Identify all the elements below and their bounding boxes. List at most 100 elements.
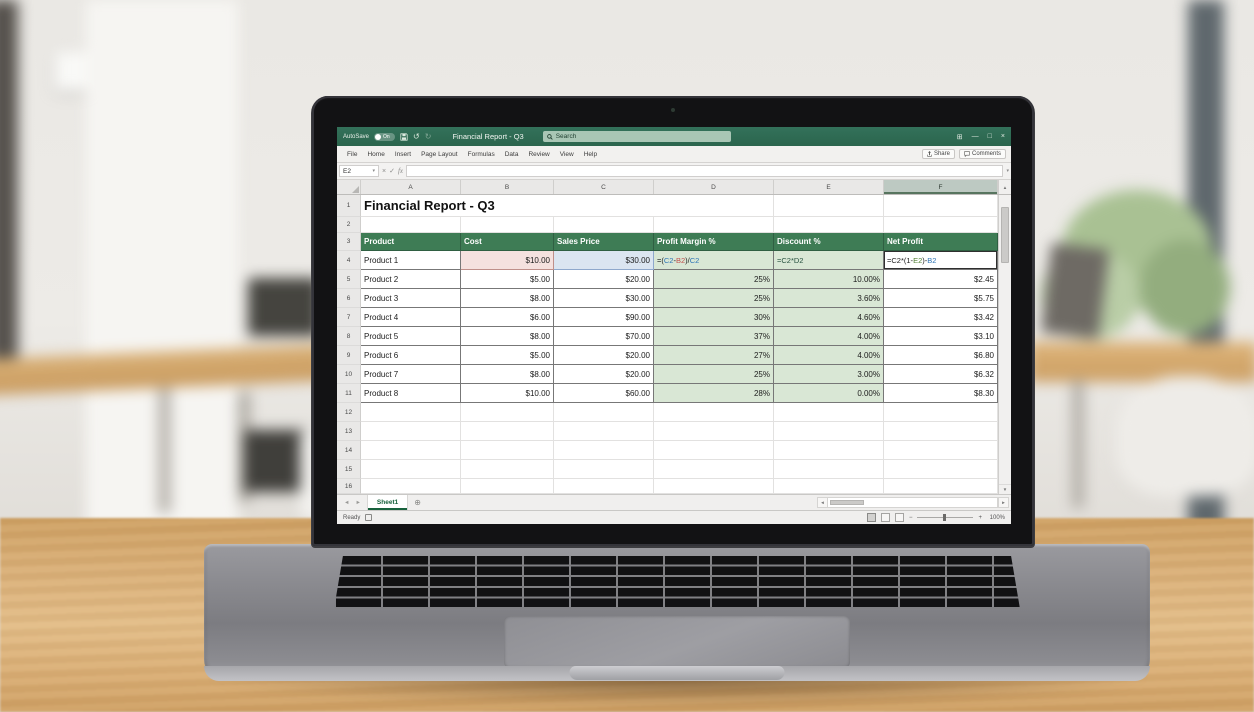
tab-help[interactable]: Help bbox=[583, 150, 598, 158]
row-header[interactable]: 12 bbox=[337, 403, 361, 422]
cell[interactable]: $20.00 bbox=[554, 346, 654, 365]
laptop-keyboard[interactable] bbox=[334, 556, 1020, 609]
row-header[interactable]: 15 bbox=[337, 460, 361, 479]
cell[interactable]: $20.00 bbox=[554, 270, 654, 289]
cell[interactable] bbox=[774, 195, 884, 217]
header-cell-product[interactable]: Product bbox=[361, 233, 461, 251]
cell[interactable]: $20.00 bbox=[554, 365, 654, 384]
cell[interactable] bbox=[654, 441, 774, 460]
horizontal-scrollbar[interactable]: ◄ ► bbox=[817, 497, 1009, 508]
row-header[interactable]: 3 bbox=[337, 233, 361, 251]
cell[interactable] bbox=[361, 460, 461, 479]
zoom-slider-knob[interactable] bbox=[943, 514, 947, 521]
column-header-d[interactable]: D bbox=[654, 180, 774, 194]
cell[interactable] bbox=[774, 441, 884, 460]
row-header[interactable]: 1 bbox=[337, 195, 361, 217]
cell[interactable]: $2.45 bbox=[884, 270, 998, 289]
cell[interactable]: $6.32 bbox=[884, 365, 998, 384]
cell[interactable]: 30% bbox=[654, 308, 774, 327]
view-page-layout-icon[interactable] bbox=[880, 513, 890, 522]
cell-net-formula-selected[interactable]: =C2*(1- E2)- B2 bbox=[884, 251, 998, 270]
cell[interactable]: $10.00 bbox=[461, 384, 554, 403]
cell[interactable] bbox=[774, 460, 884, 479]
cell[interactable] bbox=[884, 441, 998, 460]
cell[interactable]: Product 8 bbox=[361, 384, 461, 403]
cell[interactable]: 3.60% bbox=[774, 289, 884, 308]
scroll-left-icon[interactable]: ◄ bbox=[817, 497, 828, 508]
cell[interactable]: Product 4 bbox=[361, 308, 461, 327]
tab-insert[interactable]: Insert bbox=[394, 150, 412, 158]
cell[interactable] bbox=[361, 403, 461, 422]
cell[interactable]: Product 3 bbox=[361, 289, 461, 308]
save-icon[interactable] bbox=[400, 132, 408, 141]
cell[interactable] bbox=[774, 422, 884, 441]
add-sheet-icon[interactable]: ⊕ bbox=[414, 498, 421, 507]
cell[interactable]: 27% bbox=[654, 346, 774, 365]
cell[interactable]: Product 5 bbox=[361, 327, 461, 346]
minimize-button[interactable]: — bbox=[971, 133, 979, 140]
enter-check-icon[interactable]: ✓ bbox=[389, 168, 395, 175]
cell-price-highlighted[interactable]: $30.00 bbox=[554, 251, 654, 270]
cell[interactable]: 28% bbox=[654, 384, 774, 403]
name-box[interactable]: E2 ▾ bbox=[339, 165, 379, 177]
cell[interactable] bbox=[654, 479, 774, 494]
cell[interactable] bbox=[554, 422, 654, 441]
cell[interactable] bbox=[554, 441, 654, 460]
tab-file[interactable]: File bbox=[347, 150, 358, 158]
comments-button[interactable]: Comments bbox=[958, 149, 1006, 159]
sheet-next-icon[interactable]: ► bbox=[355, 499, 361, 506]
scrollbar-up-gap[interactable]: ▲ bbox=[998, 180, 1011, 194]
cell[interactable] bbox=[554, 460, 654, 479]
formula-input[interactable] bbox=[406, 165, 1004, 177]
cell[interactable] bbox=[654, 422, 774, 441]
sheet-prev-icon[interactable]: ◄ bbox=[344, 499, 350, 506]
cell[interactable]: $6.00 bbox=[461, 308, 554, 327]
row-header[interactable]: 14 bbox=[337, 441, 361, 460]
row-header[interactable]: 2 bbox=[337, 217, 361, 233]
zoom-level[interactable]: 100% bbox=[989, 514, 1005, 521]
accessibility-icon[interactable] bbox=[365, 514, 373, 521]
header-cell-profit-margin[interactable]: Profit Margin % bbox=[654, 233, 774, 251]
cell[interactable] bbox=[361, 422, 461, 441]
header-cell-cost[interactable]: Cost bbox=[461, 233, 554, 251]
cell-a1-title[interactable]: Financial Report - Q3 bbox=[361, 195, 654, 217]
cell-profit-formula[interactable]: =(C2- B2)/C2 bbox=[654, 251, 774, 270]
cell[interactable] bbox=[554, 403, 654, 422]
cell[interactable]: Product 6 bbox=[361, 346, 461, 365]
horizontal-scroll-track[interactable] bbox=[828, 497, 998, 508]
cell[interactable]: $3.10 bbox=[884, 327, 998, 346]
cell[interactable] bbox=[884, 195, 998, 217]
row-header[interactable]: 13 bbox=[337, 422, 361, 441]
cell[interactable]: Product 7 bbox=[361, 365, 461, 384]
search-input[interactable]: Search bbox=[542, 131, 731, 142]
cancel-icon[interactable]: × bbox=[382, 167, 387, 175]
cell[interactable]: $8.00 bbox=[461, 327, 554, 346]
cell[interactable]: $30.00 bbox=[554, 289, 654, 308]
row-header[interactable]: 16 bbox=[337, 479, 361, 494]
cell[interactable]: $90.00 bbox=[554, 308, 654, 327]
row-header[interactable]: 7 bbox=[337, 308, 361, 327]
tab-data[interactable]: Data bbox=[504, 150, 519, 158]
column-header-e[interactable]: E bbox=[774, 180, 884, 194]
cell[interactable] bbox=[361, 479, 461, 494]
cell[interactable] bbox=[774, 217, 884, 233]
zoom-slider[interactable] bbox=[917, 514, 974, 521]
cell[interactable]: $5.75 bbox=[884, 289, 998, 308]
cell[interactable]: $8.00 bbox=[461, 289, 554, 308]
header-cell-sales-price[interactable]: Sales Price bbox=[554, 233, 654, 251]
cell[interactable]: 25% bbox=[654, 365, 774, 384]
cell[interactable]: 0.00% bbox=[774, 384, 884, 403]
insert-function-icon[interactable]: fx bbox=[397, 167, 404, 175]
row-header[interactable]: 8 bbox=[337, 327, 361, 346]
cell[interactable]: $60.00 bbox=[554, 384, 654, 403]
cell[interactable] bbox=[884, 479, 998, 494]
column-header-b[interactable]: B bbox=[461, 180, 554, 194]
cell[interactable] bbox=[461, 422, 554, 441]
row-header[interactable]: 9 bbox=[337, 346, 361, 365]
row-header[interactable]: 10 bbox=[337, 365, 361, 384]
cell[interactable]: $70.00 bbox=[554, 327, 654, 346]
cell[interactable] bbox=[654, 460, 774, 479]
tab-formulas[interactable]: Formulas bbox=[467, 150, 495, 158]
cell[interactable]: 25% bbox=[654, 289, 774, 308]
scroll-down-icon[interactable]: ▼ bbox=[999, 484, 1011, 494]
